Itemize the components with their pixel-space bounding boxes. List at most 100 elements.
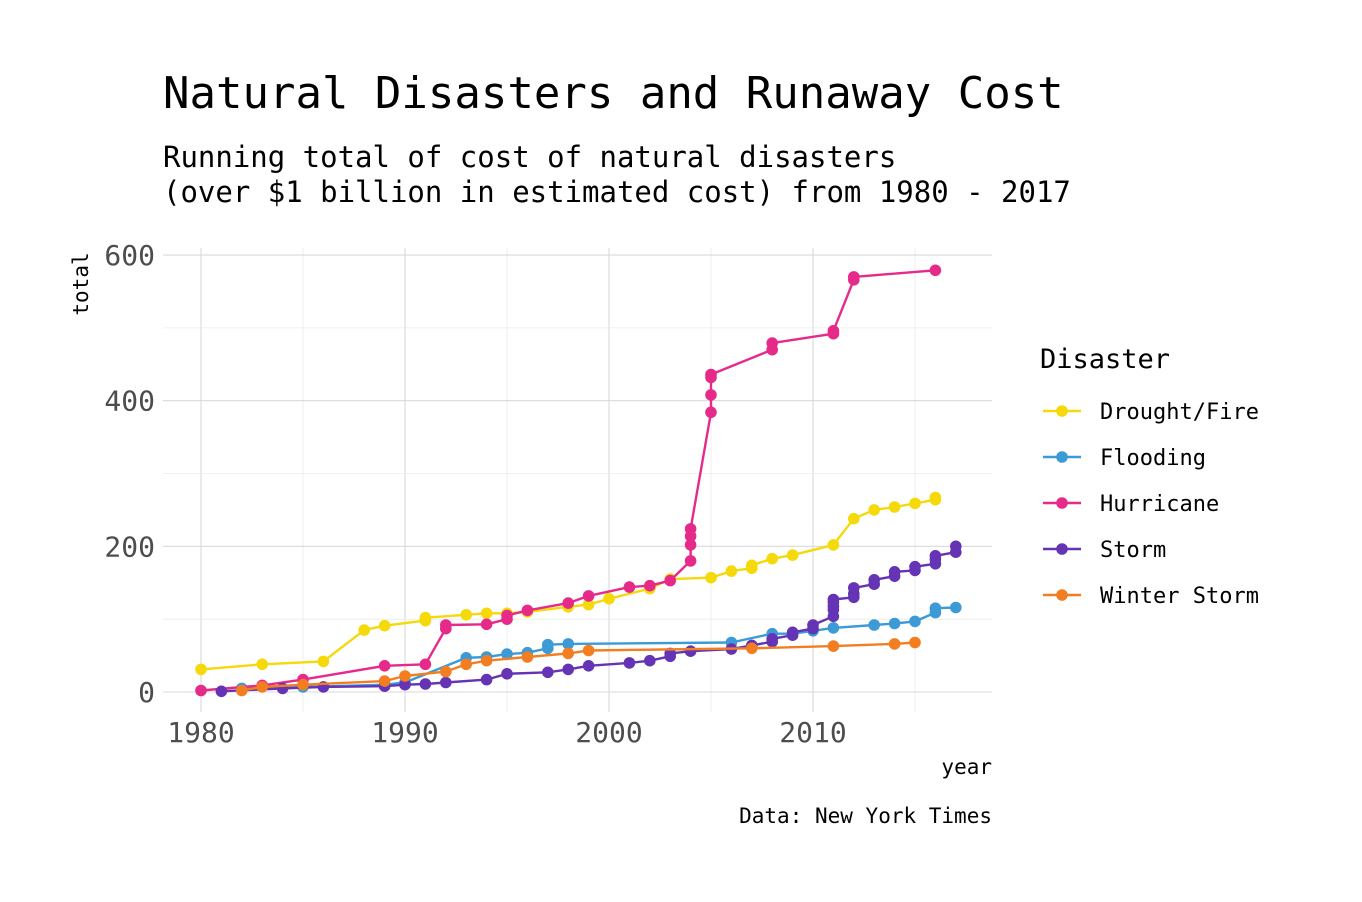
data-point-drought-fire bbox=[725, 565, 738, 577]
data-point-hurricane bbox=[705, 389, 717, 401]
legend-key-point bbox=[1056, 405, 1068, 417]
data-point-hurricane bbox=[705, 406, 717, 419]
data-point-winter-storm bbox=[378, 675, 391, 687]
data-point-storm bbox=[501, 668, 513, 680]
data-point-flooding bbox=[888, 617, 901, 630]
x-tick-label: 2000 bbox=[575, 716, 642, 749]
data-point-hurricane bbox=[766, 337, 778, 349]
data-point-storm bbox=[215, 685, 228, 698]
data-point-storm bbox=[848, 582, 860, 594]
data-point-storm bbox=[542, 666, 554, 679]
data-point-winter-storm bbox=[909, 636, 921, 649]
data-point-flooding bbox=[562, 638, 574, 650]
data-point-storm bbox=[440, 676, 452, 689]
data-point-drought-fire bbox=[460, 609, 473, 621]
series-winter-storm bbox=[236, 636, 921, 697]
data-point-drought-fire bbox=[746, 559, 758, 572]
data-point-hurricane bbox=[480, 618, 493, 631]
data-point-drought-fire bbox=[358, 624, 371, 636]
data-point-winter-storm bbox=[582, 644, 595, 657]
data-point-hurricane bbox=[623, 581, 636, 593]
legend-label: Storm bbox=[1100, 538, 1166, 563]
data-point-storm bbox=[807, 619, 819, 631]
data-point-winter-storm bbox=[888, 638, 901, 650]
data-point-drought-fire bbox=[582, 598, 595, 611]
data-point-drought-fire bbox=[603, 593, 615, 605]
chart-caption: Data: New York Times bbox=[739, 804, 992, 828]
data-point-winter-storm bbox=[236, 684, 248, 697]
data-point-storm bbox=[480, 673, 493, 686]
grid bbox=[163, 248, 992, 712]
legend-item-storm: Storm bbox=[1043, 538, 1166, 563]
data-point-storm bbox=[582, 660, 595, 672]
legend-key-point bbox=[1056, 497, 1068, 509]
data-point-storm bbox=[929, 550, 942, 562]
legend-item-hurricane: Hurricane bbox=[1043, 492, 1219, 517]
legend-key-point bbox=[1056, 451, 1068, 463]
legend-key-point bbox=[1056, 543, 1068, 555]
data-point-flooding bbox=[950, 601, 962, 614]
data-point-drought-fire bbox=[705, 571, 717, 584]
data-point-flooding bbox=[868, 619, 880, 631]
chart-subtitle-line-1: Running total of cost of natural disaste… bbox=[163, 140, 896, 174]
legend-item-winter-storm: Winter Storm bbox=[1043, 584, 1259, 609]
data-point-flooding bbox=[542, 638, 554, 651]
y-tick-label: 400 bbox=[104, 385, 155, 418]
legend: Disaster Drought/Fire Flooding Hurricane St… bbox=[1040, 344, 1259, 609]
series-flooding bbox=[236, 601, 962, 695]
data-point-winter-storm bbox=[521, 651, 534, 663]
data-point-drought-fire bbox=[419, 611, 432, 624]
y-tick-label: 200 bbox=[104, 530, 155, 563]
data-point-winter-storm bbox=[480, 654, 493, 667]
data-point-storm bbox=[868, 574, 880, 586]
data-point-hurricane bbox=[848, 271, 860, 283]
chart-title: Natural Disasters and Runaway Cost bbox=[163, 68, 1064, 119]
data-point-storm bbox=[766, 633, 778, 645]
data-point-winter-storm bbox=[256, 681, 269, 693]
data-point-flooding bbox=[501, 648, 513, 660]
legend-label: Winter Storm bbox=[1100, 584, 1259, 609]
data-point-winter-storm bbox=[399, 670, 411, 682]
y-tick-label: 0 bbox=[138, 676, 155, 709]
x-axis-title: year bbox=[941, 755, 992, 779]
data-point-storm bbox=[623, 657, 636, 669]
data-point-flooding bbox=[909, 615, 921, 628]
data-point-drought-fire bbox=[378, 619, 391, 632]
data-point-drought-fire bbox=[317, 655, 330, 668]
series-line-flooding bbox=[241, 606, 956, 690]
data-point-flooding bbox=[827, 622, 840, 634]
data-point-hurricane bbox=[440, 619, 452, 631]
data-point-storm bbox=[950, 540, 962, 553]
legend-item-drought-fire: Drought/Fire bbox=[1043, 400, 1259, 425]
data-point-storm bbox=[909, 560, 921, 573]
data-point-flooding bbox=[929, 602, 942, 614]
data-point-hurricane bbox=[521, 604, 534, 617]
data-point-hurricane bbox=[378, 660, 391, 672]
x-tick-label: 1990 bbox=[371, 716, 438, 749]
x-tick-label: 2010 bbox=[779, 716, 846, 749]
data-point-storm bbox=[684, 645, 697, 657]
data-point-drought-fire bbox=[256, 658, 269, 671]
data-point-drought-fire bbox=[909, 497, 921, 510]
data-point-hurricane bbox=[419, 658, 432, 671]
y-tick-label: 600 bbox=[104, 239, 155, 272]
legend-label: Flooding bbox=[1100, 446, 1206, 471]
data-point-drought-fire bbox=[827, 539, 840, 551]
legend-label: Drought/Fire bbox=[1100, 400, 1259, 425]
data-point-drought-fire bbox=[868, 504, 880, 516]
data-point-drought-fire bbox=[929, 491, 942, 504]
data-point-hurricane bbox=[705, 368, 717, 381]
data-point-storm bbox=[888, 566, 901, 578]
data-point-storm bbox=[419, 678, 432, 690]
data-point-hurricane bbox=[684, 523, 697, 535]
data-point-hurricane bbox=[501, 609, 513, 622]
data-point-drought-fire bbox=[786, 549, 799, 561]
data-point-winter-storm bbox=[746, 642, 758, 655]
data-point-hurricane bbox=[684, 539, 697, 551]
data-point-storm bbox=[644, 654, 656, 667]
tick-labels: 1980 1990 2000 2010 0 200 400 600 bbox=[104, 239, 846, 749]
series-layer bbox=[195, 264, 962, 698]
legend-key-point bbox=[1056, 589, 1068, 601]
data-point-storm bbox=[827, 593, 840, 606]
